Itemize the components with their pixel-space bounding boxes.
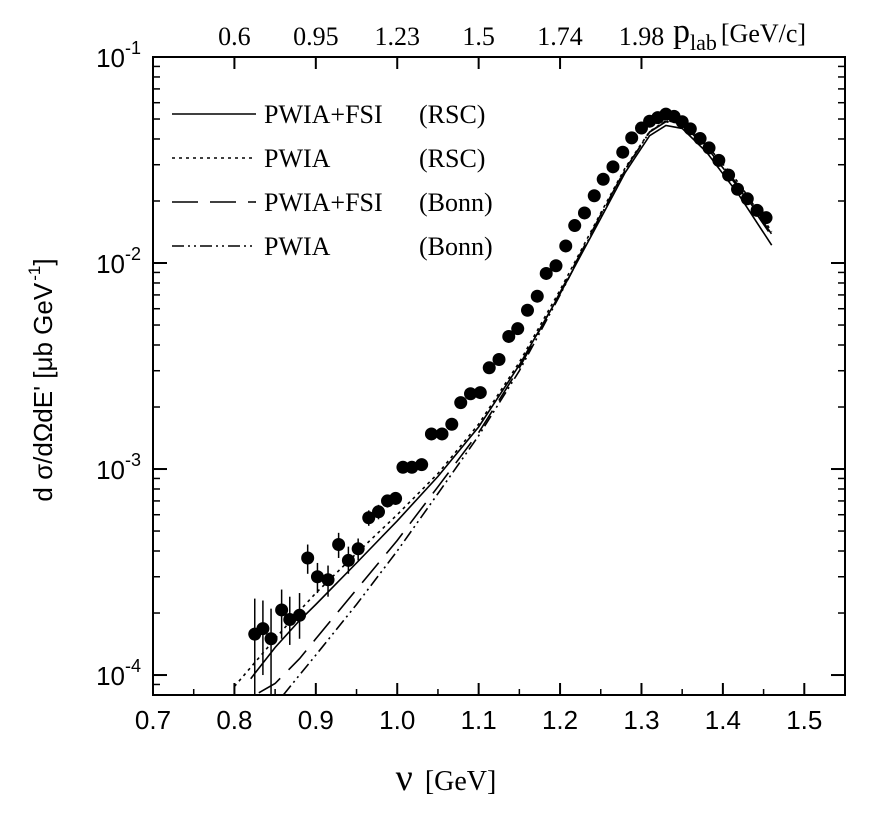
x-tick-label: 1.4 — [705, 705, 741, 735]
data-point — [530, 289, 544, 303]
data-point — [740, 192, 754, 206]
x-tick-label: 0.8 — [216, 705, 252, 735]
data-points — [248, 107, 773, 695]
top-axis-label-main: p — [673, 13, 690, 50]
y-axis-label: d σ/dΩdE' [μb GeV-1] — [25, 258, 58, 501]
data-point — [424, 427, 438, 441]
curve-2 — [233, 119, 773, 688]
data-point — [520, 303, 534, 317]
data-point — [559, 239, 573, 253]
x-axis-label-symbol: ν — [396, 757, 413, 799]
data-point — [415, 458, 429, 472]
data-point — [301, 551, 315, 565]
data-point — [502, 329, 516, 343]
top-tick-label: 1.23 — [374, 22, 420, 51]
legend-model-4: (Bonn) — [419, 232, 493, 261]
legend-label-1: PWIA+FSI — [264, 100, 383, 129]
data-point — [712, 153, 726, 167]
legend-model-1: (RSC) — [419, 100, 485, 129]
y-tick-label: 10-1 — [96, 38, 141, 73]
legend: PWIA+FSI (RSC) PWIA (RSC) PWIA+FSI (Bonn) PWIA… — [172, 100, 493, 261]
y-tick-label: 10-2 — [96, 244, 141, 279]
data-point — [362, 511, 376, 525]
data-point — [693, 132, 707, 146]
x-tick-label: 1.1 — [461, 705, 497, 735]
data-point — [321, 573, 335, 587]
top-axis-label-sub: lab — [690, 30, 717, 55]
data-point — [511, 322, 525, 336]
x-axis-label: ν [GeV] — [396, 757, 497, 799]
data-point — [351, 542, 365, 556]
data-point — [310, 570, 324, 584]
data-point — [275, 603, 289, 617]
x-tick-label: 1.3 — [623, 705, 659, 735]
data-point — [750, 203, 764, 217]
data-point — [683, 122, 697, 136]
x-axis-ticks: 0.7 0.8 0.9 1.0 1.1 1.2 1.3 1.4 1.5 — [135, 683, 822, 735]
legend-model-3: (Bonn) — [419, 188, 493, 217]
legend-model-2: (RSC) — [419, 144, 485, 173]
data-point — [606, 160, 620, 174]
data-point — [283, 613, 297, 627]
data-point — [539, 266, 553, 280]
data-point — [577, 206, 591, 220]
data-point — [396, 460, 410, 474]
data-point — [389, 491, 403, 505]
x-tick-label: 0.9 — [298, 705, 334, 735]
data-point — [482, 361, 496, 375]
top-tick-label: 1.5 — [462, 22, 495, 51]
y-axis-label-exp: -1 — [25, 266, 44, 281]
legend-label-2: PWIA — [264, 144, 331, 173]
data-point — [549, 259, 563, 273]
data-point — [702, 141, 716, 155]
data-point — [731, 182, 745, 196]
data-point — [616, 145, 630, 159]
data-point — [759, 211, 773, 225]
y-axis-label-close: ] — [28, 258, 58, 265]
data-point — [341, 553, 355, 567]
data-point — [454, 396, 468, 410]
data-point — [473, 386, 487, 400]
top-axis-label-unit: [GeV/c] — [721, 19, 806, 48]
data-point — [293, 608, 307, 622]
y-tick-label: 10-4 — [96, 656, 141, 691]
top-tick-label: 0.6 — [218, 22, 251, 51]
data-point — [372, 505, 386, 519]
top-tick-label: 1.98 — [619, 22, 665, 51]
legend-label-4: PWIA — [264, 232, 331, 261]
legend-label-3: PWIA+FSI — [264, 188, 383, 217]
data-point — [722, 168, 736, 182]
data-point — [435, 427, 449, 441]
curve-4 — [282, 120, 773, 695]
plot-frame — [152, 56, 846, 696]
top-tick-label: 0.95 — [293, 22, 339, 51]
top-axis-label: plab [GeV/c] — [673, 13, 806, 55]
data-point — [568, 219, 582, 233]
x-tick-label: 0.7 — [135, 705, 171, 735]
data-point — [464, 387, 478, 401]
data-point — [405, 460, 419, 474]
y-tick-label: 10-3 — [96, 450, 141, 485]
data-point — [625, 131, 639, 145]
x-axis-label-unit: [GeV] — [425, 766, 497, 797]
data-point — [492, 353, 506, 367]
data-point — [587, 189, 601, 203]
top-axis-ticks: 0.6 0.95 1.23 1.5 1.74 1.98 — [218, 22, 664, 69]
x-tick-label: 1.2 — [542, 705, 578, 735]
data-point — [445, 417, 459, 431]
top-tick-label: 1.74 — [537, 22, 583, 51]
y-axis-label-main: d σ/dΩdE' [μb GeV — [28, 282, 58, 501]
data-point — [596, 172, 610, 186]
data-point — [256, 622, 270, 636]
x-tick-label: 1.0 — [379, 705, 415, 735]
y-axis-ticks: 10-1 10-2 10-3 10-4 — [96, 38, 845, 691]
x-tick-label: 1.5 — [786, 705, 822, 735]
data-point — [264, 632, 278, 646]
data-point — [332, 538, 346, 552]
